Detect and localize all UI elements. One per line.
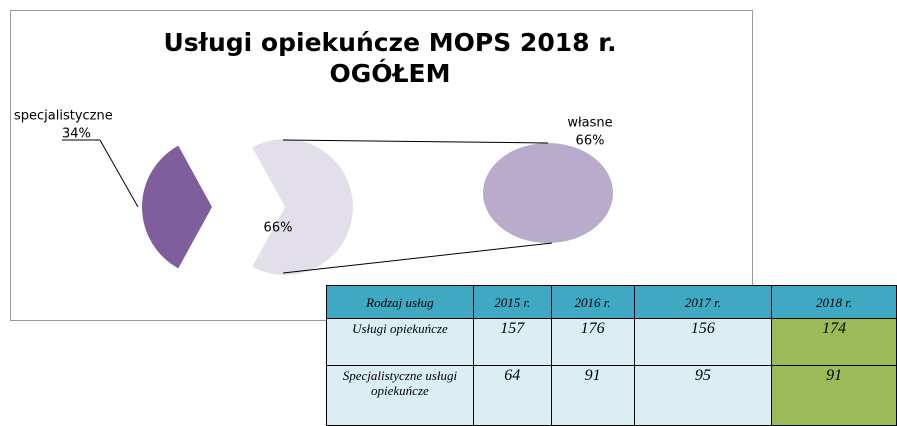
cell: 95 (633, 365, 773, 426)
data-table: Rodzaj usług 2015 r. 2016 r. 2017 r. 201… (326, 285, 897, 426)
secondary-pie (483, 143, 613, 243)
connector (282, 139, 549, 144)
chart-frame (10, 10, 753, 321)
data-label: specjalistyczne (14, 109, 113, 124)
pie-slice (252, 139, 353, 275)
data-label: 66% (576, 134, 605, 149)
cell: Specjalistyczne usługi opiekuńcze (326, 365, 474, 426)
connector (282, 242, 553, 274)
chart-title: OGÓŁEM (329, 58, 450, 88)
header-cell: 2015 r. (472, 285, 552, 319)
cell: 156 (633, 318, 773, 366)
pie-slice (142, 145, 212, 269)
chart-title: Usługi opiekuńcze MOPS 2018 r. (164, 28, 617, 57)
header-cell: Rodzaj usług (326, 285, 474, 319)
leader-line (99, 139, 139, 208)
header-cell: 2017 r. (633, 285, 773, 319)
data-label: 66% (264, 221, 293, 236)
table-row: Specjalistyczne usługi opiekuńcze 64 91 … (326, 365, 897, 426)
cell: 64 (472, 365, 552, 426)
data-label: własne (567, 116, 612, 131)
cell: 157 (472, 318, 552, 366)
cell: 91 (771, 365, 897, 426)
cell: 174 (771, 318, 897, 366)
header-cell: 2018 r. (771, 285, 897, 319)
header-row: Rodzaj usług 2015 r. 2016 r. 2017 r. 201… (326, 285, 897, 319)
cell: 91 (550, 365, 635, 426)
table-row: Usługi opiekuńcze 157 176 156 174 (326, 318, 897, 366)
header-cell: 2016 r. (550, 285, 635, 319)
cell: 176 (550, 318, 635, 366)
cell: Usługi opiekuńcze (326, 318, 474, 366)
data-label: 34% (62, 127, 91, 142)
